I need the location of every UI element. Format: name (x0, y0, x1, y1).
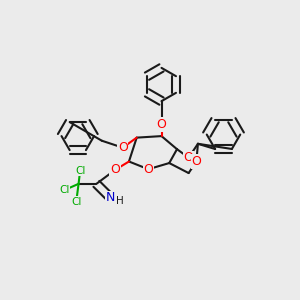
Text: O: O (184, 151, 194, 164)
Text: N: N (106, 191, 115, 204)
Text: O: O (143, 163, 153, 176)
Text: Cl: Cl (75, 166, 85, 176)
Text: O: O (157, 118, 166, 131)
Text: O: O (110, 164, 120, 176)
Text: O: O (191, 155, 201, 168)
Text: Cl: Cl (59, 185, 70, 195)
Text: Cl: Cl (71, 196, 81, 206)
Text: O: O (118, 141, 128, 154)
Text: H: H (116, 196, 124, 206)
